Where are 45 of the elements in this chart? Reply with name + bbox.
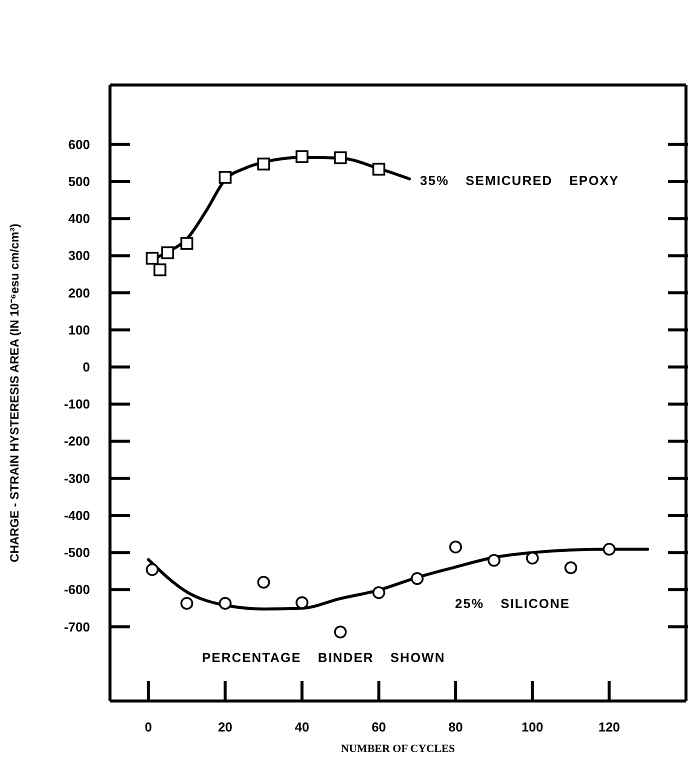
x-tick-label: 20 xyxy=(218,720,232,734)
y-tick-label: -100 xyxy=(64,396,90,412)
point xyxy=(180,597,194,610)
point xyxy=(218,597,232,610)
y-tick-label: 0 xyxy=(82,360,90,375)
point xyxy=(334,151,347,164)
point xyxy=(334,626,347,638)
point xyxy=(218,171,232,184)
point xyxy=(257,576,270,589)
annotation: 25% SILICONE xyxy=(455,596,570,611)
y-tick-label: -500 xyxy=(64,545,90,560)
point xyxy=(372,586,386,600)
point xyxy=(161,246,174,260)
y-tick-label: -300 xyxy=(64,470,90,486)
y-tick-label: 100 xyxy=(68,322,90,338)
point xyxy=(180,237,194,250)
y-tick-label: 600 xyxy=(68,136,90,152)
point xyxy=(410,572,424,585)
y-tick-label: -200 xyxy=(64,434,90,449)
y-tick-label: -400 xyxy=(64,508,90,523)
x-tick-label: 40 xyxy=(294,720,310,734)
x-tick-label: 100 xyxy=(522,720,544,734)
annotation: 35% SEMICURED EPOXY xyxy=(420,173,620,188)
x-tick-label: 60 xyxy=(372,720,386,734)
x-tick-label: 0 xyxy=(144,720,152,734)
annotation: PERCENTAGE BINDER SHOWN xyxy=(202,650,446,665)
point xyxy=(154,263,166,276)
point xyxy=(372,162,386,176)
point xyxy=(488,554,500,567)
y-tick-label: -600 xyxy=(64,582,90,598)
point xyxy=(564,561,578,574)
y-tick-label: 400 xyxy=(68,211,90,226)
y-tick-label: 200 xyxy=(68,285,90,300)
x-axis-title: NUMBER OF CYCLES xyxy=(341,743,455,755)
y-axis-title: CHARGE - STRAIN HYSTERESIS AREA (IN 10⁻⁶esu cm/cm³) xyxy=(7,224,22,562)
point xyxy=(146,252,159,265)
y-tick-label: 300 xyxy=(68,248,90,264)
y-tick-label: 500 xyxy=(68,174,90,189)
x-tick-label: 120 xyxy=(598,720,620,734)
x-tick-label: 80 xyxy=(448,720,463,734)
point xyxy=(449,540,462,554)
point xyxy=(257,158,270,170)
point xyxy=(296,150,308,164)
point xyxy=(602,542,616,556)
y-tick-label: -700 xyxy=(64,619,90,634)
